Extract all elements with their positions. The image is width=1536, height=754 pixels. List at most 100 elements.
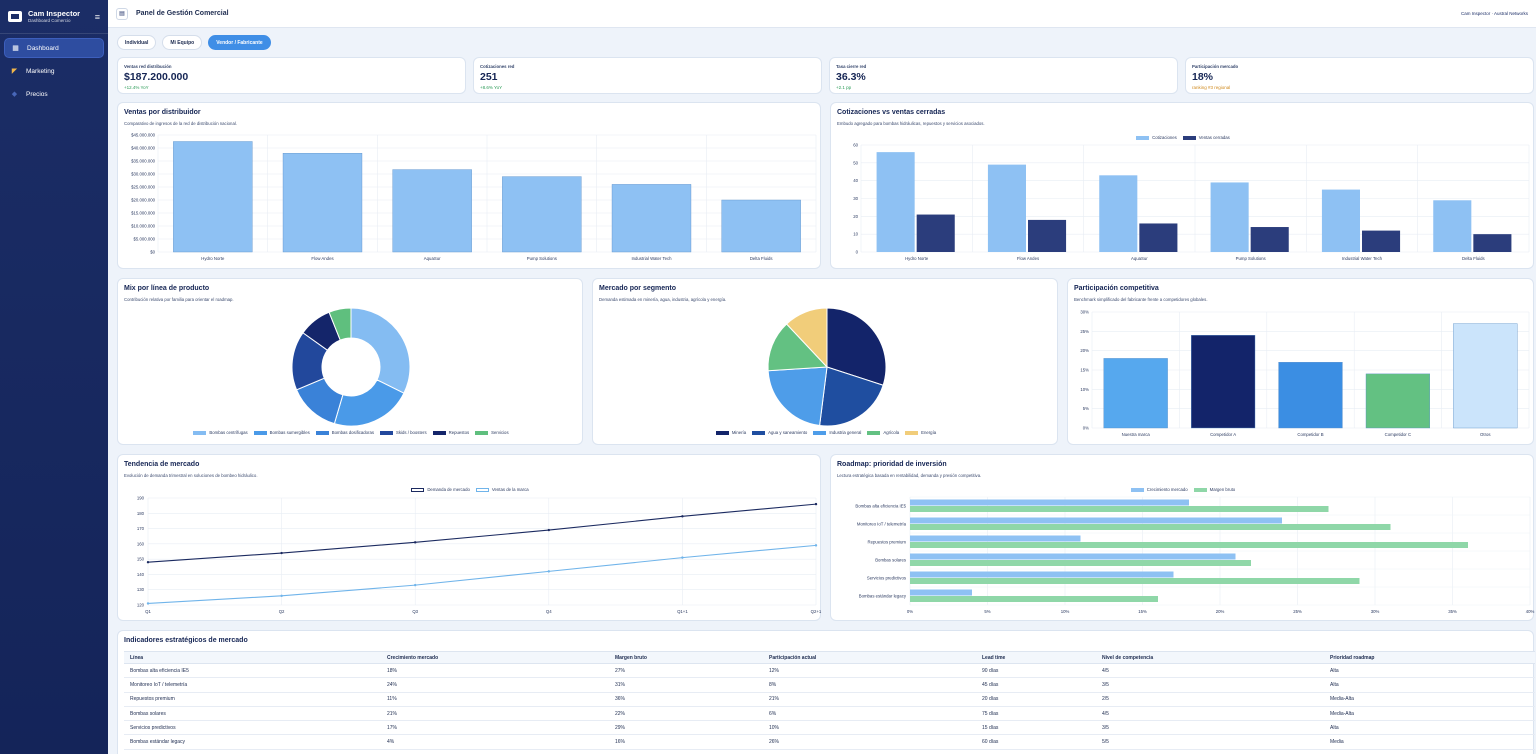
table-header-cell[interactable]: Prioridad roadmap bbox=[1324, 651, 1535, 664]
user-info[interactable]: Cam Inspector · Austral Networks bbox=[1460, 11, 1528, 16]
table-cell: 75 días bbox=[976, 706, 1096, 722]
legend-item[interactable]: Repuestos bbox=[432, 430, 470, 435]
y-tick-label: 30% bbox=[1080, 310, 1089, 315]
kpi-label: Cotizaciones red bbox=[480, 64, 515, 69]
table-cell: 15 días bbox=[976, 720, 1096, 736]
y-tick-label: 20 bbox=[853, 214, 858, 219]
legend-swatch bbox=[475, 430, 489, 435]
legend-label: Bombas sumergibles bbox=[269, 430, 310, 435]
sidebar-item-dashboard[interactable]: ▦ Dashboard bbox=[4, 38, 104, 58]
panel-tendencia: Tendencia de mercado Evolución de demand… bbox=[117, 454, 822, 621]
y-tick-label: $25.000.000 bbox=[131, 185, 156, 190]
bar bbox=[910, 560, 1251, 566]
x-tick-label: Delta Fluids bbox=[750, 256, 773, 261]
legend-item[interactable]: Energía bbox=[905, 430, 936, 435]
legend-item[interactable]: Ventas de la marca bbox=[475, 487, 529, 492]
table-cell: Alta bbox=[1324, 663, 1535, 679]
y-tick-label: 10% bbox=[1080, 387, 1089, 392]
x-tick-label: Competidor C bbox=[1385, 432, 1412, 437]
table-cell: Bombas alta eficiencia IE5 bbox=[124, 663, 381, 679]
bar bbox=[1190, 335, 1256, 429]
bar bbox=[1362, 230, 1401, 252]
table-header-cell[interactable]: Lead time bbox=[976, 651, 1096, 664]
menu-toggle-icon[interactable]: ≡ bbox=[94, 11, 100, 22]
panel-title: Indicadores estratégicos de mercado bbox=[124, 637, 248, 644]
legend-item[interactable]: Margen bruto bbox=[1193, 487, 1236, 492]
x-tick-label: Q1 bbox=[145, 609, 151, 614]
segment-mi-equipo[interactable]: Mi Equipo bbox=[162, 35, 203, 50]
legend-label: Margen bruto bbox=[1209, 487, 1236, 492]
y-tick-label: $45.000.000 bbox=[131, 133, 156, 138]
legend-item[interactable]: Ventas cerradas bbox=[1182, 135, 1230, 140]
mix-legend: Bombas centrífugas Bombas sumergibles Bomb… bbox=[118, 430, 584, 435]
x-tick-label: Nuestra marca bbox=[1122, 432, 1151, 437]
sidebar-item-marketing[interactable]: ◤ Marketing bbox=[4, 61, 104, 81]
table-cell: 26% bbox=[763, 734, 976, 750]
bar bbox=[1028, 219, 1067, 252]
y-tick-label: Bombas estándar legacy bbox=[859, 594, 907, 599]
bar bbox=[1139, 223, 1178, 252]
table-cell: 6% bbox=[763, 706, 976, 722]
legend-item[interactable]: Crecimiento mercado bbox=[1130, 487, 1188, 492]
segment-vendor[interactable]: Vendor / Fabricante bbox=[208, 35, 271, 50]
table-row[interactable]: Bombas solares 21% 22% 6% 75 días 4/5 Media-Al… bbox=[124, 706, 1535, 722]
x-tick-label: AquaSur bbox=[424, 256, 441, 261]
table-cell: 3/5 bbox=[1096, 677, 1324, 693]
sidebar-item-precios[interactable]: ◆ Precios bbox=[4, 84, 104, 104]
table-cell: 31% bbox=[609, 677, 763, 693]
table-header-cell[interactable]: Nivel de competencia bbox=[1096, 651, 1324, 664]
app-title: Cam Inspector bbox=[28, 8, 81, 18]
legend-item[interactable]: Agrícola bbox=[867, 430, 899, 435]
kpi-delta: +2.1 pp bbox=[836, 85, 852, 90]
kpi-value: 18% bbox=[1192, 71, 1214, 83]
legend-item[interactable]: Bombas dosificadoras bbox=[315, 430, 374, 435]
table-header-cell[interactable]: Crecimiento mercado bbox=[381, 651, 609, 664]
tendencia-line-chart: 120 130 140 150 160 170 180 190 Q1 Q2 Q3 Q4 Q1+1 Q2+1 bbox=[137, 496, 822, 615]
legend-item[interactable]: Bombas sumergibles bbox=[253, 430, 310, 435]
table-row[interactable]: Monitoreo IoT / telemetría 24% 31% 8% 45 día… bbox=[124, 677, 1535, 693]
kpi-delta: +12.4% YoY bbox=[124, 85, 149, 90]
legend-item[interactable]: Servicios bbox=[475, 430, 509, 435]
sidebar: Cam Inspector Dashboard Comercio ≡ ▦ Das… bbox=[0, 0, 108, 754]
legend-item[interactable]: Bombas centrífugas bbox=[193, 430, 248, 435]
cotiz-legend: Cotizaciones Ventas cerradas bbox=[831, 135, 1535, 140]
pie-slice bbox=[350, 307, 411, 394]
panel-subtitle: Contribución relativa por familia para o… bbox=[124, 297, 234, 302]
table-cell: 16% bbox=[609, 734, 763, 750]
legend-item[interactable]: Minería bbox=[715, 430, 746, 435]
x-tick-label: Pump Solutions bbox=[1236, 256, 1266, 261]
legend-swatch bbox=[411, 487, 425, 492]
table-row[interactable]: Servicios predictivos 17% 29% 10% 15 días 3/5… bbox=[124, 720, 1535, 736]
bar bbox=[1099, 175, 1138, 252]
table-row[interactable]: Repuestos premium 11% 36% 21% 20 días 2/5 Medi… bbox=[124, 692, 1535, 707]
roadmap-hbar-chart: 0% 5% 10% 15% 20% 25% 30% 35% 40% Bombas alta efi… bbox=[855, 496, 1534, 614]
table-row[interactable]: Bombas alta eficiencia IE5 18% 27% 12% 90 dí… bbox=[124, 663, 1535, 679]
table-cell: 21% bbox=[763, 692, 976, 707]
legend-label: Repuestos bbox=[448, 430, 470, 435]
bar bbox=[910, 517, 1282, 524]
legend-label: Ventas de la marca bbox=[491, 487, 529, 492]
x-tick-label: Hydro Norte bbox=[201, 256, 225, 261]
kpi-value: 36.3% bbox=[836, 71, 866, 83]
table-header-cell[interactable]: Participación actual bbox=[763, 651, 976, 664]
table-cell: 21% bbox=[381, 706, 609, 722]
data-point bbox=[814, 544, 818, 547]
table-header-cell[interactable]: Línea bbox=[124, 651, 381, 664]
y-tick-label: 170 bbox=[137, 526, 145, 531]
sidebar-nav: ▦ Dashboard ◤ Marketing ◆ Precios bbox=[0, 34, 108, 111]
panel-icon[interactable]: ▤ bbox=[116, 7, 128, 20]
y-tick-label: 190 bbox=[137, 496, 145, 501]
legend-item[interactable]: Industria general bbox=[813, 430, 861, 435]
legend-item[interactable]: Demanda de mercado bbox=[411, 487, 470, 492]
legend-item[interactable]: Skids / boosters bbox=[380, 430, 427, 435]
table-header-cell[interactable]: Margen bruto bbox=[609, 651, 763, 664]
kpi-value: 251 bbox=[480, 71, 498, 83]
y-tick-label: Monitoreo IoT / telemetría bbox=[857, 522, 907, 527]
panel-title: Cotizaciones vs ventas cerradas bbox=[837, 109, 946, 116]
legend-item[interactable]: Agua y saneamiento bbox=[752, 430, 807, 435]
legend-item[interactable]: Cotizaciones bbox=[1136, 135, 1177, 140]
segment-individual[interactable]: Individual bbox=[117, 35, 157, 50]
table-row[interactable]: Bombas estándar legacy 4% 16% 26% 60 días 5/5… bbox=[124, 734, 1535, 750]
panel-participacion: Participación competitiva Benchmark simp… bbox=[1067, 278, 1534, 445]
x-tick-label: 30% bbox=[1371, 609, 1380, 614]
